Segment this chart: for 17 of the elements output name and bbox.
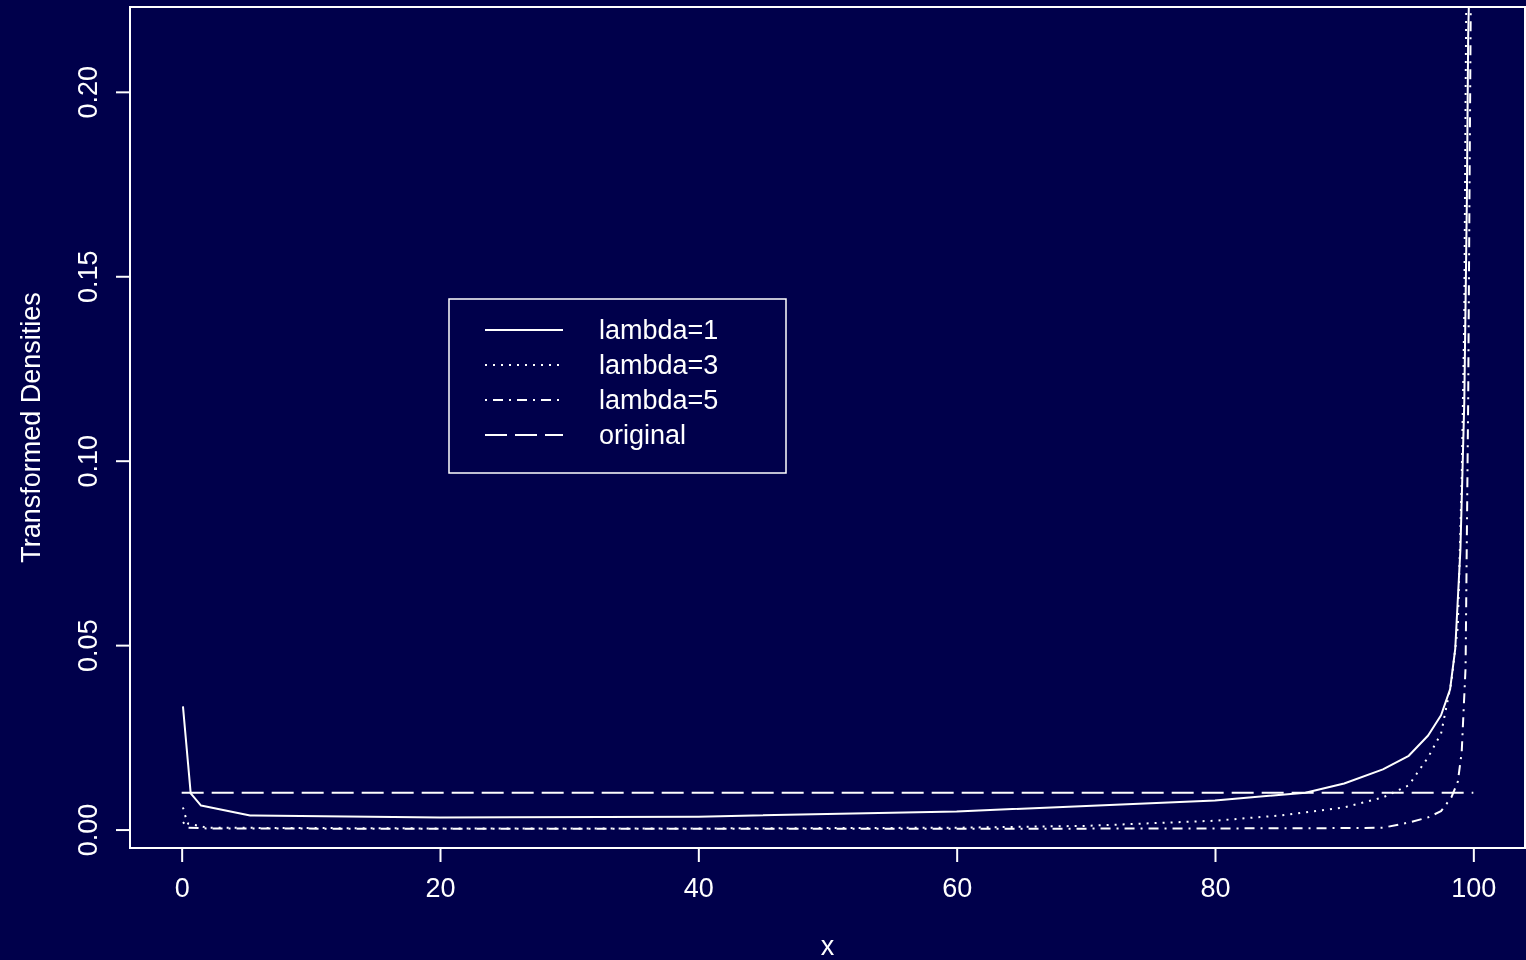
- legend-label: lambda=3: [599, 350, 719, 381]
- y-tick-label: 0.20: [73, 66, 104, 119]
- y-axis-title: Transformed Densities: [16, 292, 46, 563]
- y-tick-label: 0.05: [73, 619, 104, 672]
- x-tick-label: 80: [1200, 873, 1231, 904]
- legend-label: original: [599, 420, 687, 451]
- x-tick-label: 100: [1451, 873, 1497, 904]
- legend-label: lambda=1: [599, 315, 719, 346]
- x-tick-label: 0: [174, 873, 190, 904]
- y-tick-label: 0.10: [73, 434, 104, 488]
- x-axis-title: x: [820, 931, 835, 960]
- y-tick-label: 0.15: [73, 250, 104, 304]
- legend-label: lambda=5: [599, 385, 719, 416]
- x-tick-label: 20: [425, 873, 456, 904]
- x-tick-label: 60: [942, 873, 973, 904]
- y-tick-label: 0.00: [73, 803, 104, 857]
- x-tick-label: 40: [683, 873, 714, 904]
